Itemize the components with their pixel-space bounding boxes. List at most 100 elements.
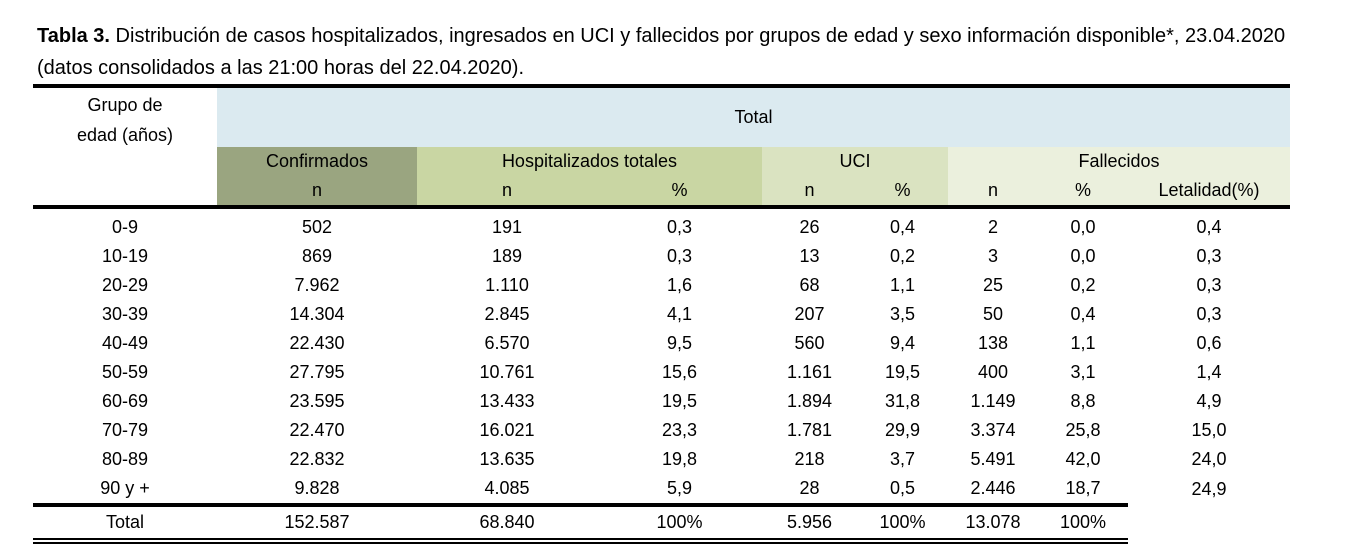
cell-letalidad: 0,3 <box>1196 304 1222 324</box>
total-fall-pct: 100% <box>1038 503 1128 544</box>
cell-uci-pct: 3,5 <box>889 304 916 324</box>
cell-fall-n: 3.374 <box>970 420 1016 440</box>
cell-hosp-n: 2.845 <box>484 304 530 324</box>
cell-fall-pct: 8,8 <box>1070 391 1096 411</box>
cell-uci-pct: 0,5 <box>889 478 916 498</box>
cell-letalidad: 1,4 <box>1196 362 1222 382</box>
cell-confirmados-n: 27.795 <box>289 362 345 382</box>
cell-confirmados-n: 23.595 <box>289 391 345 411</box>
cell-uci-pct: 19,5 <box>884 362 921 382</box>
cell-uci-n: 28 <box>799 478 820 498</box>
cell-hosp-pct: 0,3 <box>666 246 693 266</box>
caption-text: Distribución de casos hospitalizados, in… <box>37 25 1286 79</box>
cell-letalidad: 0,4 <box>1196 217 1222 237</box>
cell-fall-n: 138 <box>977 333 1009 353</box>
cell-confirmados-n: 22.430 <box>289 333 345 353</box>
table-row: 20-29 7.962 1.110 1,6 68 1,1 25 0,2 0,3 <box>33 271 1290 300</box>
cell-fall-n: 2 <box>987 217 998 237</box>
header-uci-n: n <box>762 176 857 209</box>
cell-letalidad: 15,0 <box>1191 420 1227 440</box>
cell-fall-n: 2.446 <box>970 478 1016 498</box>
cell-uci-pct: 9,4 <box>889 333 916 353</box>
table-row: 80-89 22.832 13.635 19,8 218 3,7 5.491 42,0 24,0 <box>33 445 1290 474</box>
cell-letalidad: 0,6 <box>1196 333 1222 353</box>
table-row: 90 y + 9.828 4.085 5,9 28 0,5 2.446 18,7 24,9 <box>33 474 1290 505</box>
table-row: 40-49 22.430 6.570 9,5 560 9,4 138 1,1 0,6 <box>33 329 1290 358</box>
cell-uci-n: 1.894 <box>786 391 833 411</box>
total-row: Total 152.587 68.840 100% 5.956 100% 13.078 100… <box>33 503 1290 544</box>
header-uci: UCI <box>762 147 948 176</box>
header-hosp-pct: % <box>597 176 762 209</box>
cell-age-group: 40-49 <box>101 333 149 353</box>
cell-hosp-pct: 15,6 <box>661 362 698 382</box>
cell-fall-n: 1.149 <box>970 391 1016 411</box>
data-table: Grupo de edad (años) Total Confirmados H… <box>33 84 1290 544</box>
cell-uci-pct: 31,8 <box>884 391 921 411</box>
cell-hosp-n: 1.110 <box>485 275 529 295</box>
cell-fall-pct: 3,1 <box>1070 362 1096 382</box>
cell-confirmados-n: 7.962 <box>294 275 340 295</box>
cell-hosp-pct: 5,9 <box>666 478 693 498</box>
cell-fall-pct: 0,0 <box>1070 217 1096 237</box>
cell-letalidad: 24,9 <box>1191 479 1227 499</box>
header-age-group: Grupo de edad (años) <box>33 84 217 209</box>
header-confirmados-n: n <box>217 176 417 209</box>
table-caption: Tabla 3. Distribución de casos hospitali… <box>37 20 1297 84</box>
cell-confirmados-n: 869 <box>301 246 333 266</box>
total-confirmados-n: 152.587 <box>217 503 417 544</box>
cell-uci-n: 26 <box>799 217 820 237</box>
table-row: 30-39 14.304 2.845 4,1 207 3,5 50 0,4 0,3 <box>33 300 1290 329</box>
cell-age-group: 10-19 <box>101 246 149 266</box>
cell-hosp-n: 16.021 <box>479 420 535 440</box>
table-row: 60-69 23.595 13.433 19,5 1.894 31,8 1.149 8,8 4,… <box>33 387 1290 416</box>
cell-confirmados-n: 22.470 <box>289 420 345 440</box>
cell-fall-pct: 1,1 <box>1070 333 1096 353</box>
cell-confirmados-n: 9.828 <box>294 478 340 498</box>
header-hospitalizados: Hospitalizados totales <box>417 147 762 176</box>
cell-hosp-n: 13.433 <box>479 391 535 411</box>
cell-age-group: 0-9 <box>111 217 138 237</box>
cell-uci-n: 207 <box>794 304 825 324</box>
cell-confirmados-n: 14.304 <box>289 304 345 324</box>
cell-hosp-pct: 1,6 <box>666 275 693 295</box>
cell-hosp-pct: 0,3 <box>666 217 693 237</box>
cell-fall-pct: 25,8 <box>1065 420 1101 440</box>
header-hosp-n: n <box>417 176 597 209</box>
cell-uci-pct: 0,2 <box>889 246 916 266</box>
cell-age-group: 70-79 <box>101 420 149 440</box>
cell-uci-n: 1.781 <box>786 420 833 440</box>
cell-hosp-pct: 19,8 <box>661 449 698 469</box>
total-hosp-pct: 100% <box>597 503 762 544</box>
cell-hosp-pct: 23,3 <box>661 420 698 440</box>
cell-uci-pct: 29,9 <box>884 420 921 440</box>
table-row: 50-59 27.795 10.761 15,6 1.161 19,5 400 3,1 1,4 <box>33 358 1290 387</box>
total-age-group: Total <box>33 503 217 544</box>
header-fall-n: n <box>948 176 1038 209</box>
total-letalidad <box>1128 505 1290 541</box>
table-row: 0-9 502 191 0,3 26 0,4 2 0,0 0,4 <box>33 207 1290 242</box>
cell-fall-n: 50 <box>982 304 1004 324</box>
cell-age-group: 90 y + <box>100 478 150 498</box>
cell-letalidad: 4,9 <box>1196 391 1222 411</box>
table-number: Tabla 3. <box>37 25 110 47</box>
cell-uci-n: 218 <box>794 449 825 469</box>
cell-fall-n: 400 <box>977 362 1009 382</box>
header-letalidad: Letalidad(%) <box>1128 176 1290 209</box>
total-uci-pct: 100% <box>857 503 948 544</box>
cell-uci-n: 13 <box>799 246 820 266</box>
cell-hosp-pct: 9,5 <box>666 333 693 353</box>
cell-letalidad: 0,3 <box>1196 275 1222 295</box>
cell-fall-pct: 42,0 <box>1065 449 1101 469</box>
cell-hosp-n: 189 <box>491 246 523 266</box>
cell-uci-n: 68 <box>799 275 820 295</box>
cell-fall-n: 25 <box>982 275 1004 295</box>
cell-fall-n: 3 <box>987 246 998 266</box>
cell-age-group: 20-29 <box>101 275 149 295</box>
cell-age-group: 80-89 <box>101 449 149 469</box>
total-hosp-n: 68.840 <box>417 503 597 544</box>
cell-uci-pct: 1,1 <box>889 275 916 295</box>
cell-letalidad: 24,0 <box>1191 449 1227 469</box>
header-uci-pct: % <box>857 176 948 209</box>
header-total: Total <box>217 84 1290 147</box>
cell-uci-pct: 0,4 <box>889 217 916 237</box>
